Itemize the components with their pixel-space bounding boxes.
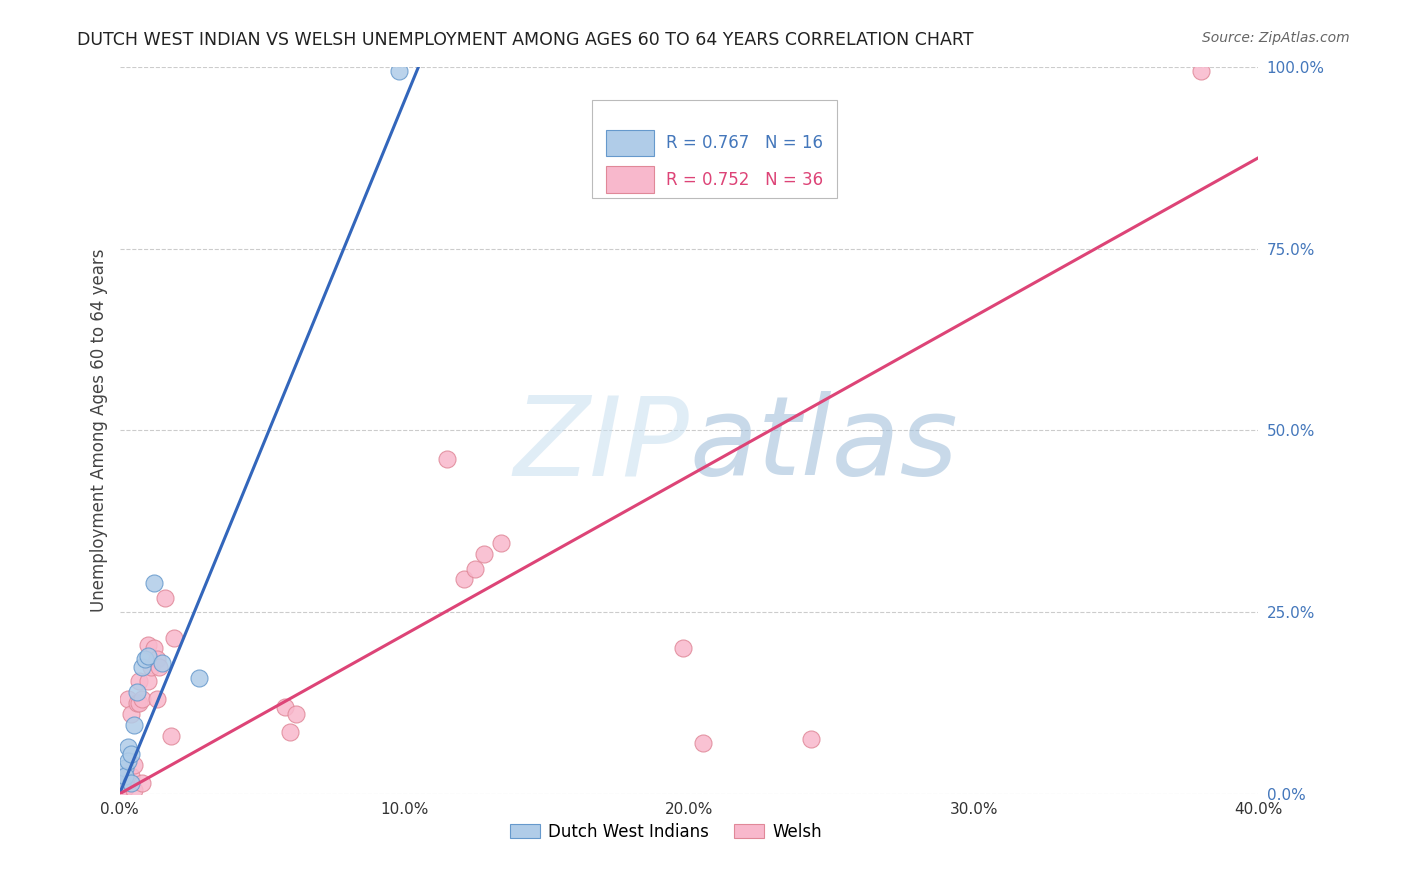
Point <box>273 699 295 714</box>
Point <box>117 739 139 754</box>
Point <box>162 631 184 645</box>
Point <box>159 729 181 743</box>
Point <box>120 769 142 783</box>
Point <box>800 732 823 747</box>
Point <box>285 706 308 721</box>
Point <box>128 674 150 689</box>
Point <box>128 696 150 710</box>
Legend: Dutch West Indians, Welsh: Dutch West Indians, Welsh <box>503 816 830 847</box>
Point <box>111 776 134 790</box>
Point <box>134 652 156 666</box>
Point <box>120 747 142 761</box>
Point <box>111 780 134 794</box>
Y-axis label: Unemployment Among Ages 60 to 64 years: Unemployment Among Ages 60 to 64 years <box>90 249 108 612</box>
FancyBboxPatch shape <box>592 100 837 198</box>
Text: atlas: atlas <box>689 392 957 499</box>
Text: ZIP: ZIP <box>513 392 689 499</box>
Point <box>150 656 173 670</box>
Point <box>188 671 211 685</box>
Point <box>117 692 139 706</box>
Point <box>120 706 142 721</box>
Point <box>120 776 142 790</box>
Point <box>122 718 145 732</box>
Point <box>692 736 714 750</box>
Point <box>145 692 167 706</box>
Point <box>280 725 302 739</box>
Point <box>387 64 409 78</box>
Bar <box>606 130 654 156</box>
Point <box>114 761 136 775</box>
Point <box>114 769 136 783</box>
Point <box>136 674 159 689</box>
Point <box>153 591 176 605</box>
Point <box>125 696 148 710</box>
Point <box>472 547 495 561</box>
Point <box>139 659 162 673</box>
Point <box>114 780 136 795</box>
Point <box>114 769 136 783</box>
Point <box>436 452 458 467</box>
Point <box>464 561 486 575</box>
Text: DUTCH WEST INDIAN VS WELSH UNEMPLOYMENT AMONG AGES 60 TO 64 YEARS CORRELATION CH: DUTCH WEST INDIAN VS WELSH UNEMPLOYMENT … <box>77 31 974 49</box>
Point <box>1191 64 1213 78</box>
Point <box>145 652 167 666</box>
Point <box>122 757 145 772</box>
Point <box>453 573 475 587</box>
Point <box>117 754 139 768</box>
Point <box>489 536 512 550</box>
Point <box>142 641 165 656</box>
Point <box>131 659 153 673</box>
Point <box>131 776 153 790</box>
Text: Source: ZipAtlas.com: Source: ZipAtlas.com <box>1202 31 1350 45</box>
Text: R = 0.767   N = 16: R = 0.767 N = 16 <box>666 134 823 153</box>
Point <box>125 685 148 699</box>
Point <box>136 638 159 652</box>
Bar <box>606 167 654 193</box>
Point <box>136 648 159 663</box>
Point <box>142 576 165 591</box>
Point <box>672 641 695 656</box>
Point <box>131 692 153 706</box>
Point <box>148 659 170 673</box>
Text: R = 0.752   N = 36: R = 0.752 N = 36 <box>666 170 824 188</box>
Point <box>117 776 139 790</box>
Point <box>122 783 145 797</box>
